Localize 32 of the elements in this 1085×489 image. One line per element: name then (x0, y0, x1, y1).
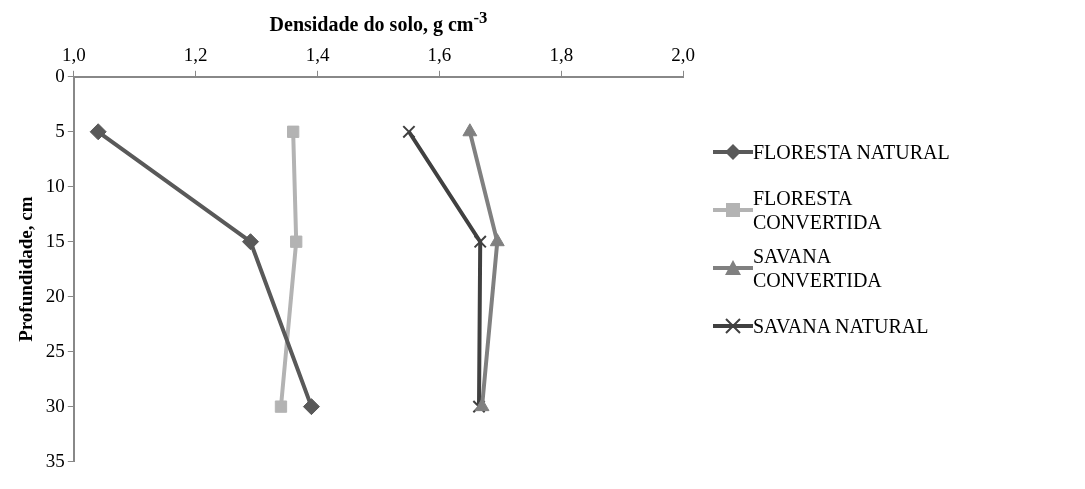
point (473, 235, 487, 249)
point (402, 125, 416, 139)
x-tick-label: 1,0 (61, 44, 86, 66)
y-axis-title: Profundidade, cm (15, 196, 37, 342)
x-tick-label: 1,4 (305, 44, 330, 66)
y-tick-label: 20 (45, 284, 65, 306)
x-tick-label: 2,0 (671, 44, 695, 66)
point (472, 399, 486, 414)
y-tick-label: 35 (45, 449, 65, 471)
legend-label: FLORESTA NATURAL (753, 140, 951, 164)
legend-label: SAVANA NATURAL (753, 314, 930, 338)
x-tick-label: 1,2 (183, 44, 208, 66)
y-tick-label: 10 (45, 174, 65, 196)
point (287, 125, 300, 138)
point (89, 123, 107, 141)
point (242, 233, 259, 251)
x-tick-label: 1,8 (549, 44, 574, 66)
x-axis-title: Densidade do solo, g cm$^{-3}$ (268, 8, 489, 36)
point (474, 398, 490, 412)
point (274, 400, 288, 413)
legend-label: SAVANA CONVERTIDA (753, 244, 883, 292)
point (290, 235, 303, 248)
y-tick-label: 15 (45, 229, 65, 251)
point (302, 398, 320, 416)
y-tick-label: 25 (45, 339, 65, 361)
point (489, 233, 505, 247)
point (462, 123, 478, 137)
y-tick-label: 5 (55, 119, 65, 141)
y-tick-label: 0 (55, 64, 65, 86)
x-tick-label: 1,6 (427, 44, 452, 66)
y-tick-label: 30 (45, 394, 65, 416)
legend-label: FLORESTA CONVERTIDA (753, 186, 883, 234)
